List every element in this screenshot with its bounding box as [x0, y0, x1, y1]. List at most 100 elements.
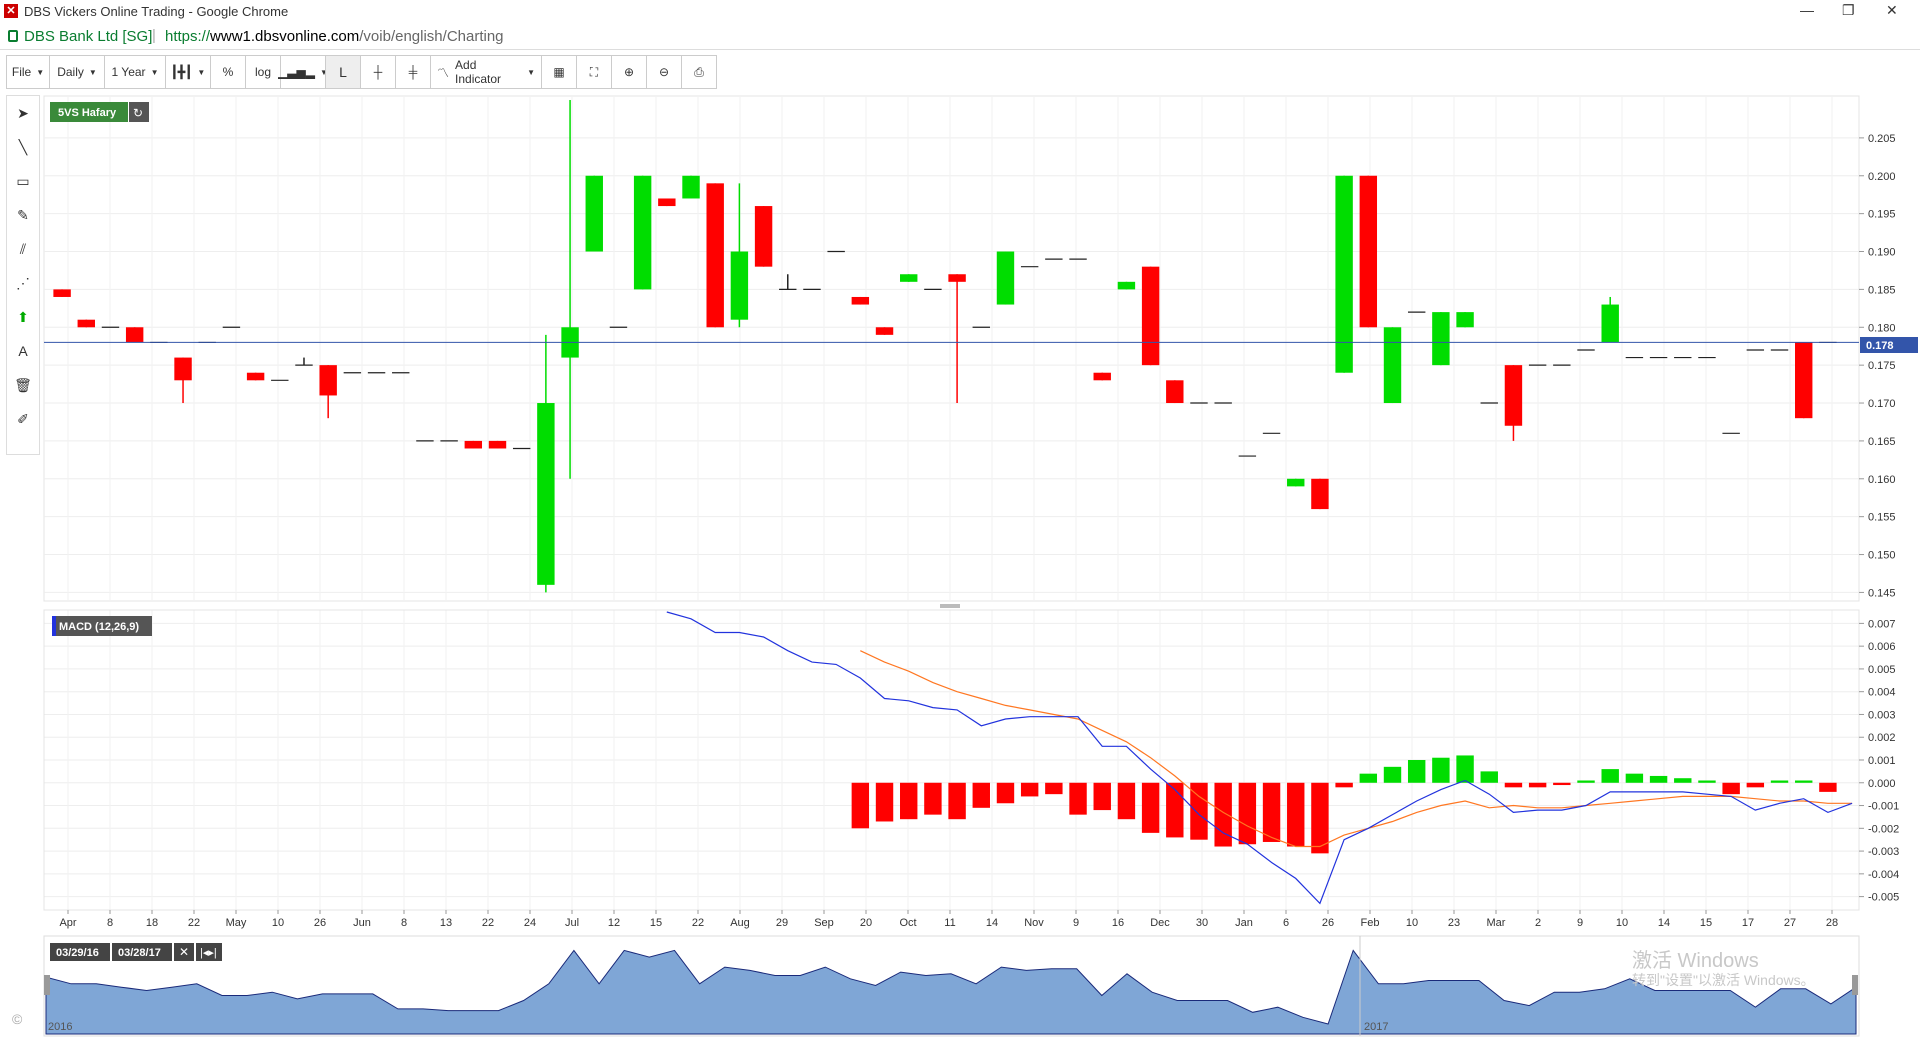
candle-body — [658, 198, 676, 207]
url-text[interactable]: https://www1.dbsvonline.com/voib/english… — [165, 28, 504, 45]
candles-layer — [53, 100, 1837, 593]
print-button[interactable]: ⎙ — [681, 55, 717, 89]
zoom-in-button[interactable]: ⊕ — [611, 55, 647, 89]
log-scale-button[interactable]: log — [245, 55, 281, 89]
candle-body — [53, 289, 71, 297]
navigator-area[interactable] — [45, 949, 1857, 1035]
date-tick-label: Aug — [730, 917, 750, 929]
trash-icon: 🗑 — [14, 376, 32, 393]
candle-body — [851, 296, 870, 305]
navigator-left-handle[interactable] — [44, 975, 50, 995]
grid-icon: ▦ — [553, 65, 565, 79]
macd-histogram-bar — [924, 782, 942, 815]
line-mode-label: L — [339, 64, 347, 80]
fibonacci-tool[interactable]: ⋰ — [7, 266, 39, 300]
candle-body — [1141, 266, 1160, 366]
date-tick-label: 26 — [314, 917, 326, 929]
copyright-icon: © — [12, 1011, 23, 1027]
macd-histogram-bar — [948, 782, 966, 820]
macd-histogram-bar — [1359, 773, 1378, 783]
url-scheme: https:// — [165, 28, 211, 45]
macd-histogram-bar — [1649, 775, 1668, 783]
macd-histogram-bar — [1456, 755, 1474, 783]
date-tick-label: 12 — [608, 917, 620, 929]
macd-label: MACD (12,26,9) — [59, 621, 139, 633]
candle-body — [464, 440, 483, 449]
range-select[interactable]: 1 Year ▼ — [104, 55, 166, 89]
price-panel-frame — [43, 95, 1860, 602]
add-indicator-button[interactable]: 〽 Add Indicator ▼ — [430, 55, 542, 89]
macd-badge-bg — [52, 616, 152, 636]
chevron-down-icon: ▼ — [150, 67, 159, 77]
grid-button[interactable]: ▦ — [541, 55, 577, 89]
macd-badge[interactable]: MACD (12,26,9) — [52, 616, 152, 636]
chevron-down-icon: ▼ — [36, 67, 45, 77]
to-date-box[interactable] — [112, 943, 172, 961]
zoom-out-button[interactable]: ⊖ — [646, 55, 682, 89]
date-tick-label: Jul — [565, 917, 579, 929]
navigator-date-range[interactable]: 03/29/16 03/28/17 ✕ |◂▸| — [50, 943, 222, 961]
macd-histogram-bar — [1262, 782, 1281, 842]
candle-body — [682, 175, 700, 199]
date-tick-label: 29 — [776, 917, 788, 929]
symbol-badge[interactable]: 5VS Hafary ↻ — [50, 102, 149, 122]
text-tool[interactable]: A — [7, 334, 39, 368]
chart-type-button[interactable]: ┃╋┃ ▼ — [165, 55, 211, 89]
interval-select[interactable]: Daily ▼ — [49, 55, 105, 89]
minimize-button[interactable]: — — [1800, 2, 1814, 18]
price-tick-label: 0.200 — [1868, 171, 1896, 183]
date-tick-label: 2 — [1535, 917, 1541, 929]
expand-range-button[interactable] — [196, 943, 222, 961]
macd-histogram-bar — [996, 782, 1015, 804]
file-menu-button[interactable]: File ▼ — [6, 55, 50, 89]
channel-tool[interactable]: ⫽ — [7, 232, 39, 266]
site-identity[interactable]: DBS Bank Ltd [SG] — [24, 28, 153, 45]
price-tick-label: 0.195 — [1868, 209, 1896, 221]
macd-histogram-bar — [1069, 782, 1087, 815]
volume-button[interactable]: ▁▃▅▂ ▼ — [278, 55, 328, 89]
percent-button[interactable]: % — [210, 55, 246, 89]
eraser-tool[interactable]: ✐ — [7, 402, 39, 436]
price-tick-label: 0.145 — [1868, 587, 1896, 599]
freehand-tool[interactable]: ✎ — [7, 198, 39, 232]
macd-tick-label: -0.004 — [1868, 869, 1899, 881]
browser-title-bar: ✕ DBS Vickers Online Trading - Google Ch… — [0, 0, 1920, 24]
panel-resize-handle[interactable] — [940, 604, 960, 608]
up-arrow-icon: ⬆ — [17, 308, 29, 325]
delete-tool[interactable]: 🗑 — [7, 368, 39, 402]
refresh-button[interactable] — [129, 102, 149, 122]
close-button[interactable]: ✕ — [1886, 2, 1898, 18]
clear-range-button[interactable] — [174, 943, 194, 961]
candle-body — [900, 274, 918, 282]
macd-tick-label: 0.007 — [1868, 618, 1896, 630]
macd-histogram-bar — [875, 782, 894, 822]
from-date-box[interactable] — [50, 943, 110, 961]
price-tick-label: 0.205 — [1868, 133, 1896, 145]
price-tick-label: 0.190 — [1868, 247, 1896, 259]
macd-histogram-bar — [1770, 780, 1789, 783]
date-tick-label: 10 — [1406, 917, 1418, 929]
macd-tick-label: 0.004 — [1868, 687, 1896, 699]
navigator-right-handle[interactable] — [1852, 975, 1858, 995]
restore-button[interactable]: ❐ — [1842, 2, 1855, 18]
date-tick-label: 10 — [272, 917, 284, 929]
date-tick-label: 27 — [1784, 917, 1796, 929]
pointer-tool[interactable]: ➤ — [7, 96, 39, 130]
volume-bars-icon: ▁▃▅▂ — [278, 65, 315, 79]
last-price-value: 0.178 — [1866, 340, 1894, 352]
url-host: www1.dbsvonline.com — [210, 28, 360, 45]
date-tick-label: 16 — [1112, 917, 1124, 929]
candle-body — [1311, 478, 1329, 510]
rectangle-tool[interactable]: ▭ — [7, 164, 39, 198]
macd-histogram-bar — [1166, 782, 1184, 838]
macd-grid — [44, 610, 1859, 910]
line-mode-button[interactable]: L — [325, 55, 361, 89]
arrow-tool[interactable]: ⬆ — [7, 300, 39, 334]
address-bar[interactable]: DBS Bank Ltd [SG] | https://www1.dbsvonl… — [0, 24, 1920, 50]
line-tool[interactable]: ╲ — [7, 130, 39, 164]
macd-tick-label: -0.002 — [1868, 823, 1899, 835]
price-tick-label: 0.180 — [1868, 322, 1896, 334]
candle-body — [488, 440, 507, 449]
date-tick-label: 8 — [401, 917, 407, 929]
